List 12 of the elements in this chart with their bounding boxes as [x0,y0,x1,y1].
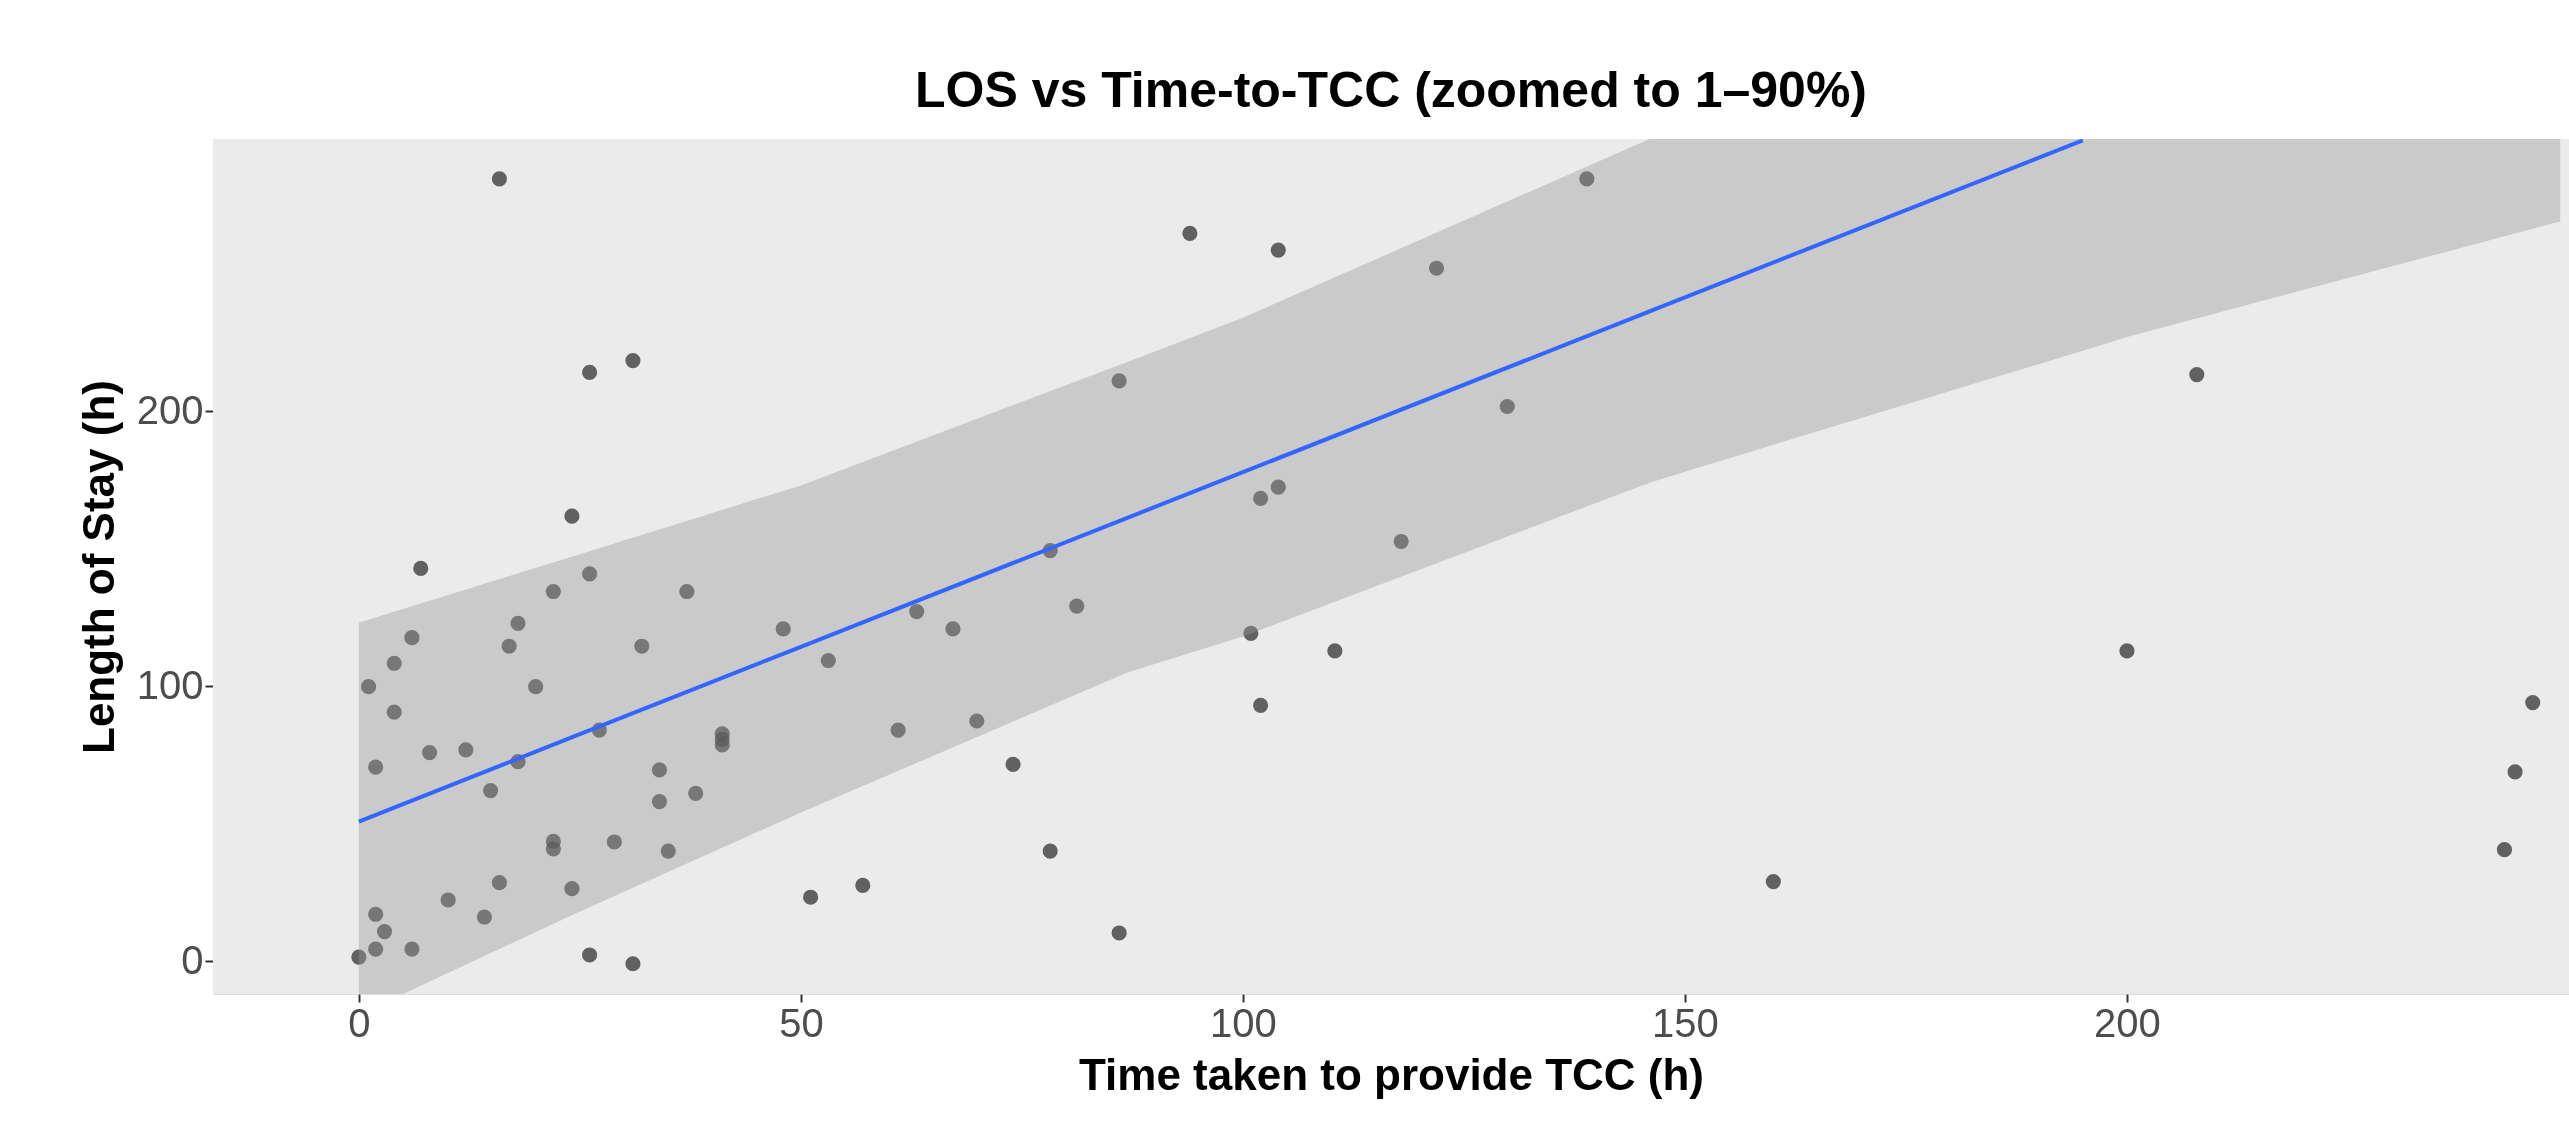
y-axis-title: Length of Stay (h) [73,380,123,754]
x-axis-title: Time taken to provide TCC (h) [1078,1049,1705,1099]
x-tick-label: 100 [1210,1000,1277,1045]
line-series [356,139,2085,824]
y-tick-label: 0 [181,937,204,982]
x-tick-label: 150 [1652,1000,1719,1045]
x-tick-label: 50 [779,1000,824,1045]
y-tick-label: 100 [136,662,204,707]
x-tick-label: 200 [2094,1000,2161,1045]
x-tick-label: 0 [348,1000,371,1045]
chart-title: LOS vs Time-to-TCC (zoomed to 1–90%) [915,62,1867,118]
y-tick-label: 200 [136,387,204,432]
